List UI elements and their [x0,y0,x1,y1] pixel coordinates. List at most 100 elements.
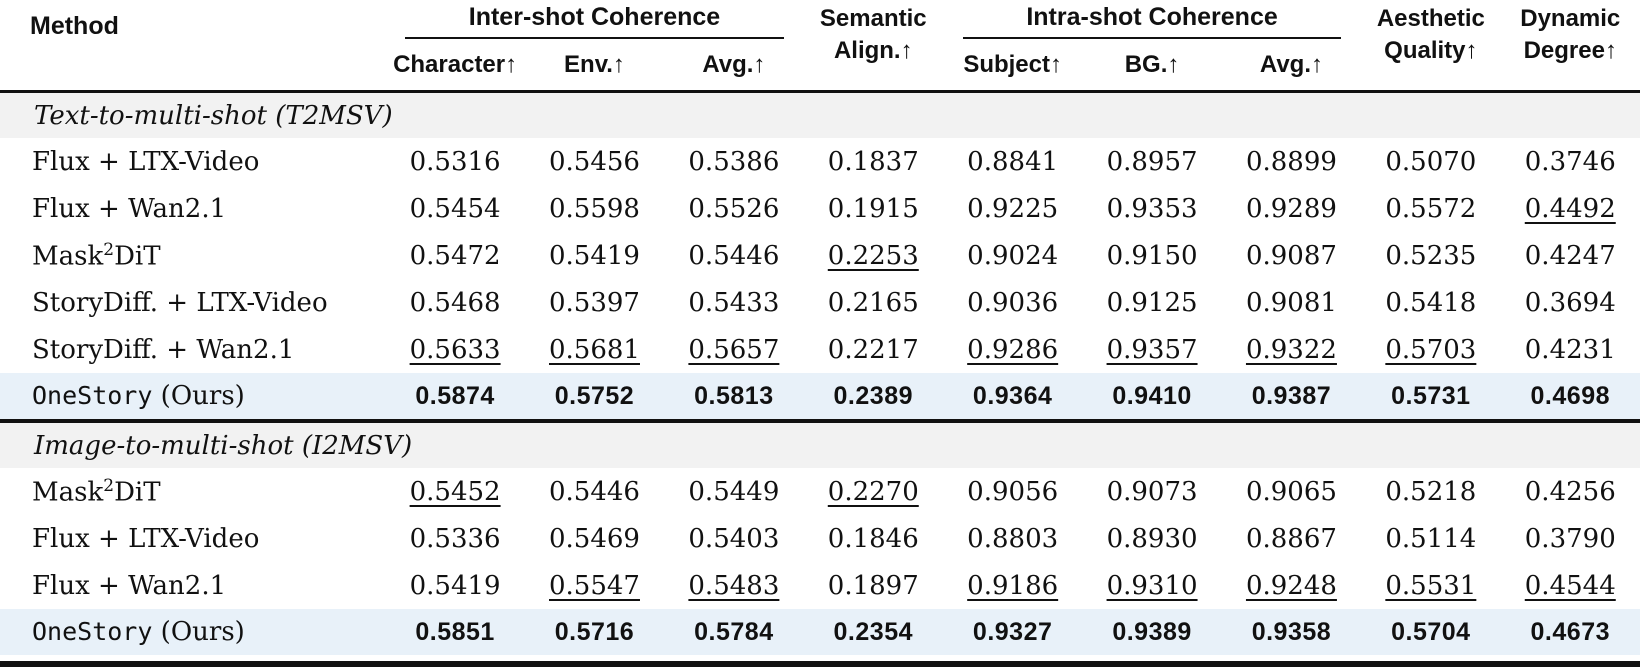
method-text: (Ours) [152,381,245,411]
column-header-env: Env.↑ [524,39,665,93]
value-cell: 0.5472 [409,240,501,271]
header-line: Dynamic [1520,5,1621,32]
value-cell: 0.5456 [549,146,640,177]
method-text: Flux + LTX-Video [32,146,260,177]
value-cell: 0.5572 [1385,193,1477,224]
value-cell: 0.5433 [688,287,780,318]
value-cell: 0.4673 [1500,609,1640,655]
method-text: Flux + Wan2.1 [32,193,227,224]
value-cell: 0.3694 [1524,287,1616,318]
table-row: Flux + Wan2.1 0.5419 0.5547 0.5483 0.1897 0.9… [0,562,1640,609]
value-cell: 0.5681 [549,334,640,365]
value-cell: 0.5703 [1385,334,1477,365]
method-cell: Flux + LTX-Video [0,138,385,185]
table-row: Flux + LTX-Video 0.5316 0.5456 0.5386 0.1837… [0,138,1640,185]
method-cell: OneStory (Ours) [0,373,386,421]
value-cell: 0.4247 [1524,240,1616,271]
value-cell: 0.1897 [827,570,919,601]
value-cell: 0.5469 [549,523,640,554]
method-text: OneStory [32,617,153,646]
value-cell: 0.2165 [827,287,919,318]
method-cell: StoryDiff. + LTX-Video [0,279,385,326]
column-header-semantic-align: Semantic Align.↑ [803,0,943,93]
value-cell: 0.4544 [1524,570,1616,601]
value-cell: 0.9364 [942,373,1083,421]
value-cell: 0.4256 [1524,476,1616,507]
value-cell: 0.3746 [1524,146,1616,177]
value-cell: 0.5386 [688,146,780,177]
value-cell: 0.8957 [1106,146,1198,177]
value-cell: 0.5784 [664,609,804,655]
table-header: Method Inter-shot Coherence Semantic Ali… [0,0,1640,93]
table-row: OneStory (Ours) 0.5874 0.5752 0.5813 0.2389 0… [0,373,1640,421]
value-cell: 0.3790 [1524,523,1616,554]
header-line: Semantic [819,5,927,32]
value-cell: 0.9322 [1245,334,1337,365]
value-cell: 0.5874 [385,373,525,421]
value-cell: 0.5657 [688,334,780,365]
value-cell: 0.9286 [967,334,1059,365]
value-cell: 0.5483 [688,570,780,601]
value-cell: 0.5716 [524,609,665,655]
value-cell: 0.9389 [1082,609,1222,655]
value-cell: 0.5468 [409,287,501,318]
value-cell: 0.5851 [385,609,525,655]
value-cell: 0.5316 [409,146,501,177]
table-row: Mask2DiT 0.5452 0.5446 0.5449 0.2270 0.9056 0.… [0,468,1640,515]
value-cell: 0.9248 [1245,570,1337,601]
value-cell: 0.5454 [409,193,501,224]
value-cell: 0.5235 [1385,240,1477,271]
value-cell: 0.9065 [1245,476,1337,507]
value-cell: 0.9036 [967,287,1059,318]
value-cell: 0.9125 [1106,287,1198,318]
method-cell: Mask2DiT [0,468,385,515]
header-line: Quality↑ [1384,37,1478,64]
value-cell: 0.5419 [409,570,501,601]
value-cell: 0.5598 [549,193,640,224]
value-cell: 0.9024 [967,240,1059,271]
method-text: Mask [32,477,104,508]
section-title: Image-to-multi-shot (I2MSV) [0,419,1640,468]
value-cell: 0.5633 [409,334,501,365]
value-cell: 0.5446 [549,476,640,507]
value-cell: 0.9225 [967,193,1059,224]
table-row: Flux + Wan2.1 0.5454 0.5598 0.5526 0.1915 0.9… [0,185,1640,232]
method-cell: Mask2DiT [0,232,385,279]
value-cell: 0.5397 [549,287,640,318]
value-cell: 0.8867 [1245,523,1337,554]
value-cell: 0.9056 [967,476,1059,507]
value-cell: 0.2253 [827,240,919,271]
value-cell: 0.9358 [1221,609,1362,655]
value-cell: 0.9073 [1106,476,1198,507]
value-cell: 0.4698 [1500,373,1640,421]
method-text: Mask [32,241,104,272]
value-cell: 0.5446 [688,240,780,271]
value-cell: 0.5731 [1361,373,1501,421]
value-cell: 0.5752 [524,373,665,421]
method-text: DiT [114,477,161,508]
value-cell: 0.9327 [942,609,1083,655]
method-cell: Flux + Wan2.1 [0,562,385,609]
value-cell: 0.9186 [967,570,1059,601]
method-cell: Flux + Wan2.1 [0,185,385,232]
column-header-avg-inter: Avg.↑ [664,39,804,93]
value-cell: 0.2389 [803,373,943,421]
value-cell: 0.5704 [1361,609,1501,655]
value-cell: 0.5114 [1385,523,1477,554]
method-text: DiT [114,241,161,272]
value-cell: 0.1915 [827,193,919,224]
header-line: Align.↑ [833,37,913,64]
value-cell: 0.1846 [827,523,919,554]
method-text: OneStory [32,381,153,410]
value-cell: 0.5452 [409,476,501,507]
value-cell: 0.5336 [409,523,501,554]
method-text: StoryDiff. + LTX-Video [32,287,328,318]
value-cell: 0.2270 [827,476,919,507]
value-cell: 0.9410 [1082,373,1222,421]
column-group-inter-shot: Inter-shot Coherence [385,0,803,39]
column-header-method: Method [0,0,386,93]
value-cell: 0.5526 [688,193,780,224]
column-header-subject: Subject↑ [942,39,1083,93]
value-cell: 0.4231 [1524,334,1616,365]
